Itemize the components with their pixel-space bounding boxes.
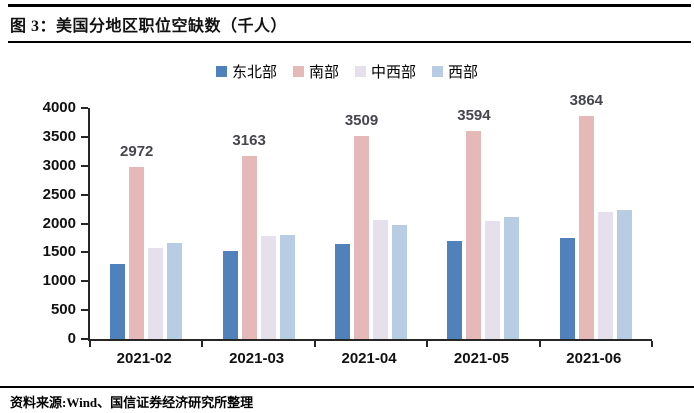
legend-item-midwest: 中西部 — [355, 61, 416, 82]
x-axis-tick — [201, 341, 204, 347]
x-axis-labels: 2021-02 2021-03 2021-04 2021-05 2021-06 — [88, 350, 650, 367]
bar-south-2021-03: 3163 — [232, 132, 266, 339]
legend-label-west: 西部 — [448, 64, 479, 81]
y-axis-label: 1500 — [42, 243, 76, 261]
x-axis-label-2021-05: 2021-05 — [453, 350, 509, 367]
bar-south-2021-06: 3864 — [570, 92, 603, 339]
y-axis-tick — [81, 107, 88, 109]
bar-group-2021-02: 2972 — [90, 108, 202, 339]
bar-northeast-2021-02 — [110, 263, 126, 339]
bar-midwest-2021-05 — [485, 220, 501, 339]
legend-swatch-west — [432, 66, 444, 77]
y-axis: 0 500 1000 1500 2000 2500 3000 3500 4000 — [0, 99, 76, 347]
bar-group-2021-06: 3864 — [540, 92, 652, 339]
x-axis-label-2021-03: 2021-03 — [229, 350, 285, 367]
source-note: 资料来源:Wind、国信证券经济研究所整理 — [10, 395, 254, 410]
bar-south-2021-04: 3509 — [345, 112, 378, 339]
bar-group-2021-04: 3509 — [315, 108, 427, 339]
x-axis-tick — [426, 341, 429, 347]
bar-group-2021-03: 3163 — [202, 108, 314, 339]
legend-swatch-northeast — [215, 66, 227, 77]
y-axis-tick — [81, 338, 88, 340]
legend-item-west: 西部 — [432, 61, 478, 82]
figure-title: 图 3：美国分地区职位空缺数（千人） — [10, 18, 288, 35]
bar-northeast-2021-05 — [447, 241, 463, 339]
top-rule — [8, 4, 691, 7]
bar-midwest-2021-04 — [373, 219, 389, 339]
legend-item-northeast: 东北部 — [215, 61, 277, 82]
y-axis-tick — [81, 164, 88, 167]
bar-value-label: 3509 — [344, 112, 379, 130]
y-axis-label: 0 — [67, 330, 76, 347]
bar-northeast-2021-06 — [559, 237, 575, 339]
legend-label-south: 南部 — [308, 64, 339, 81]
bar-west-2021-03 — [279, 234, 295, 339]
bar-group-2021-05: 3594 — [427, 107, 539, 339]
footer-divider — [0, 386, 694, 388]
y-axis-label: 1000 — [42, 272, 76, 290]
x-axis-label-2021-02: 2021-02 — [116, 350, 172, 367]
bar-midwest-2021-02 — [148, 247, 164, 339]
bar-value-label: 3163 — [232, 132, 266, 150]
x-axis-label-2021-04: 2021-04 — [341, 350, 397, 367]
y-axis-tick — [81, 251, 88, 254]
legend-label-northeast: 东北部 — [231, 64, 277, 81]
y-axis-tick — [81, 280, 88, 283]
y-axis-label: 4000 — [42, 99, 76, 116]
bar-midwest-2021-03 — [260, 236, 276, 339]
y-axis-tick — [81, 135, 88, 138]
chart-legend: 东北部 南部 中西部 西部 — [0, 61, 694, 82]
bar-northeast-2021-04 — [335, 244, 351, 339]
x-axis-tick — [538, 341, 541, 347]
bar-northeast-2021-03 — [222, 251, 238, 339]
x-axis-tick — [651, 341, 653, 347]
bar-value-label: 3864 — [569, 91, 604, 109]
legend-item-south: 南部 — [292, 61, 339, 82]
y-axis-tick — [81, 193, 88, 196]
y-axis-label: 3000 — [42, 156, 76, 174]
legend-swatch-midwest — [355, 66, 366, 77]
y-axis-tick — [81, 222, 88, 225]
bar-west-2021-02 — [167, 243, 183, 339]
title-divider — [8, 41, 691, 43]
x-axis-tick — [89, 341, 91, 347]
legend-swatch-south — [292, 66, 304, 77]
y-axis-label: 2000 — [42, 214, 76, 232]
y-axis-label: 2500 — [42, 185, 76, 203]
y-axis-label: 3500 — [42, 127, 76, 145]
bar-value-label: 2972 — [120, 143, 154, 161]
y-axis-tick — [81, 309, 88, 312]
bar-west-2021-04 — [392, 225, 408, 339]
bar-value-label: 3594 — [457, 107, 491, 125]
x-axis-tick — [313, 341, 316, 347]
bar-west-2021-06 — [616, 210, 632, 339]
legend-label-midwest: 中西部 — [371, 64, 417, 81]
bar-west-2021-05 — [504, 216, 520, 339]
bar-south-2021-05: 3594 — [457, 107, 491, 339]
plot-area: 2972 3163 3509 3594 3864 — [81, 92, 653, 347]
bar-south-2021-02: 2972 — [120, 143, 153, 339]
x-axis-label-2021-06: 2021-06 — [566, 350, 622, 367]
y-axis-label: 500 — [50, 301, 76, 319]
bar-midwest-2021-06 — [597, 211, 613, 339]
